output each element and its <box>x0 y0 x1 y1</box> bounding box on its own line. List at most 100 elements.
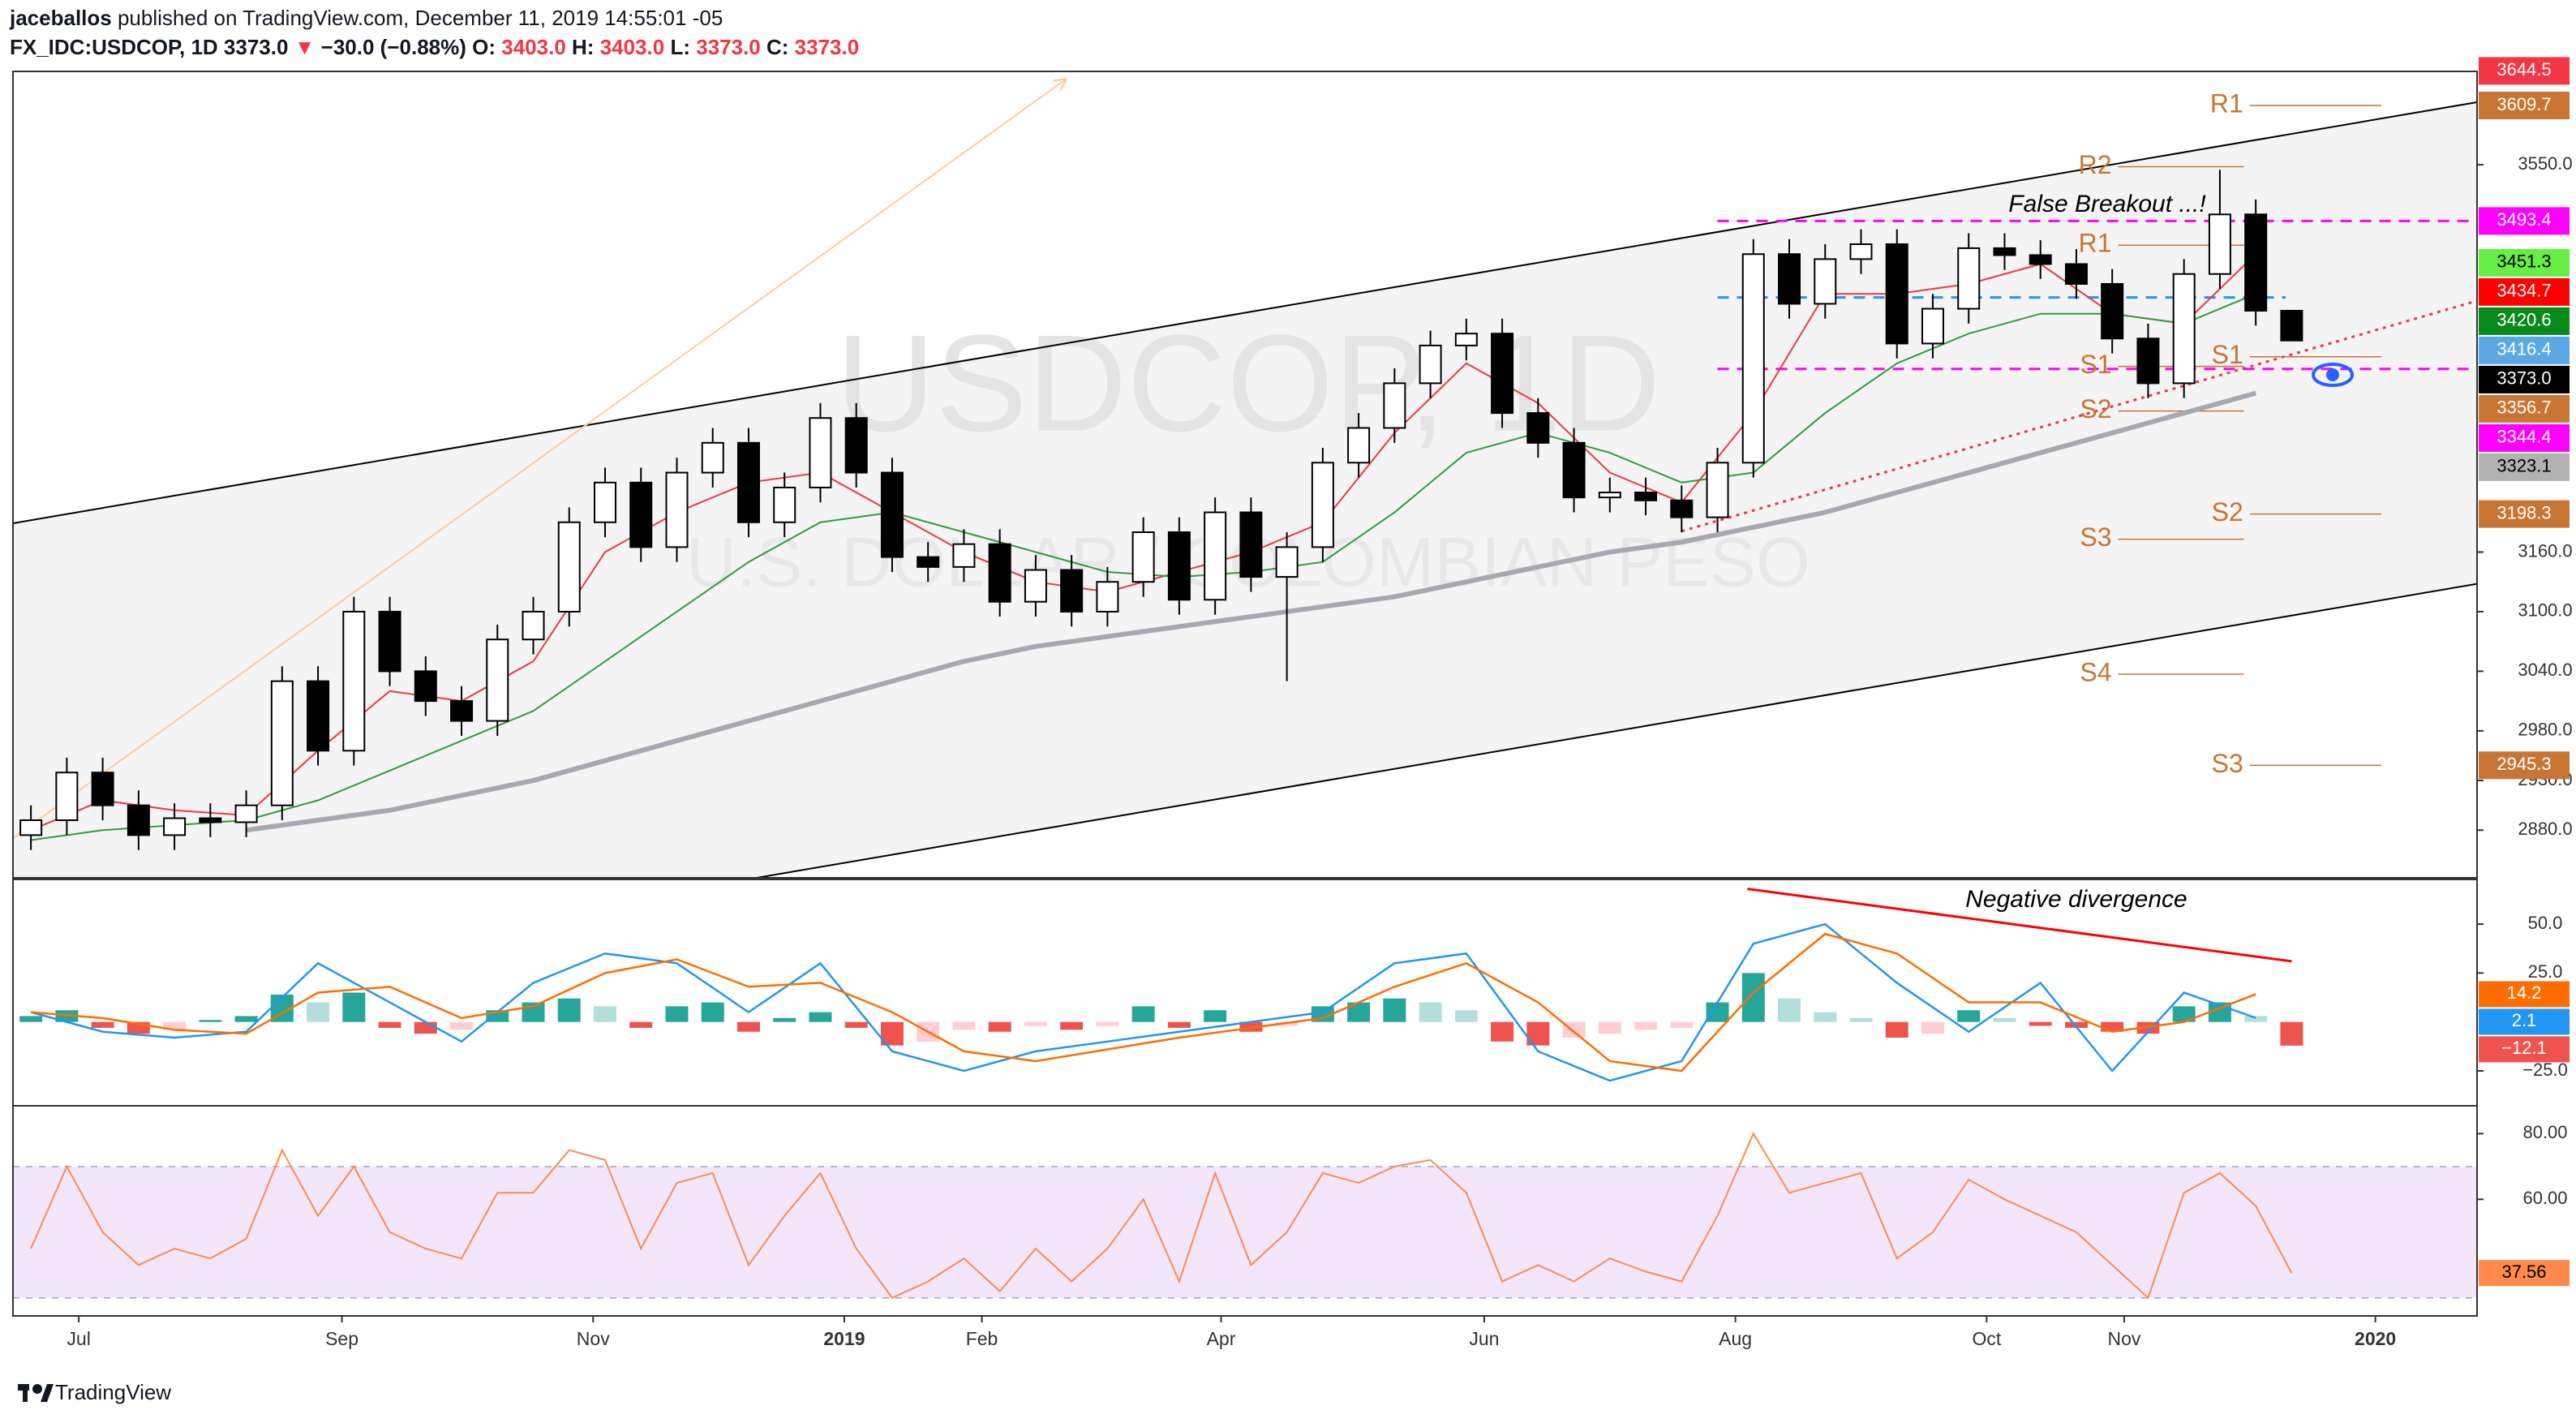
macd-histogram-bar <box>234 1016 258 1022</box>
price-label: 3373.0 <box>2497 368 2551 389</box>
candle-body <box>2101 282 2124 340</box>
macd-histogram-bar <box>1706 1002 1729 1022</box>
moving-average <box>246 390 2256 833</box>
candle-body <box>1454 333 1478 346</box>
candle-body <box>1778 253 1801 305</box>
macd-histogram-bar <box>2029 1021 2052 1026</box>
pivot-label: R1 <box>2210 88 2243 118</box>
rsi-pane <box>13 1132 2477 1300</box>
price-label: 3420.6 <box>2497 310 2551 330</box>
pivot-label: S2 <box>2080 394 2111 423</box>
trend-line <box>13 101 2477 524</box>
price-label: 3323.1 <box>2497 456 2551 476</box>
macd-histogram-bar <box>342 992 366 1022</box>
eye-icon <box>2312 363 2354 387</box>
macd-histogram-bar <box>773 1017 796 1022</box>
macd-histogram-bar <box>629 1021 653 1028</box>
candle-body <box>1526 412 1550 444</box>
macd-histogram-bar <box>1921 1021 1944 1034</box>
macd-histogram-bar <box>1131 1006 1155 1022</box>
price-label: 3416.4 <box>2497 339 2551 359</box>
macd-histogram-bar <box>414 1021 437 1034</box>
divergence-label: Negative divergence <box>1965 886 2187 913</box>
x-tick-label: 2019 <box>823 1328 865 1349</box>
macd-histogram-bar <box>1167 1021 1191 1028</box>
candle-body <box>701 441 724 474</box>
macd-histogram-bar <box>378 1021 401 1028</box>
candle-body <box>2064 263 2088 285</box>
macd-histogram-bar <box>19 1016 43 1022</box>
macd-histogram-bar <box>1634 1021 1658 1030</box>
candle-body <box>1562 441 1586 499</box>
price-label-box <box>2479 91 2570 119</box>
candle-body <box>1131 531 1155 583</box>
macd-histogram-bar <box>594 1006 617 1022</box>
candle-body <box>2244 213 2268 312</box>
pivot-label: R2 <box>2079 150 2112 179</box>
price-label-box <box>2479 751 2570 780</box>
annotation: False Breakout ...! <box>2008 191 2206 217</box>
macd-label: −12.1 <box>2501 1038 2547 1058</box>
price-label: 3493.4 <box>2497 209 2551 230</box>
y-tick-label: 3550.0 <box>2518 153 2572 174</box>
price-label-box <box>2479 57 2570 85</box>
price-label-box <box>2479 365 2570 393</box>
candle-body <box>522 610 545 641</box>
rsi-line <box>30 1132 2293 1300</box>
x-tick-label: Nov <box>2107 1328 2140 1349</box>
quote-part: 3373.0 <box>795 35 860 59</box>
macd-histogram-bar <box>1993 1017 2016 1022</box>
candle-body <box>1634 492 1658 501</box>
macd-y-tick-label: 25.0 <box>2528 961 2563 982</box>
candle-body <box>2136 337 2160 385</box>
quote-part: 3373.0 <box>696 35 761 59</box>
macd-histogram-bar <box>2244 1016 2268 1022</box>
macd-histogram-bar <box>1096 1021 1119 1026</box>
quote-part: 3403.0 <box>600 35 665 59</box>
macd-histogram-bar <box>952 1021 976 1030</box>
quote-part: H: <box>572 35 594 59</box>
candle-body <box>127 804 150 836</box>
price-label: 2945.3 <box>2497 754 2551 774</box>
macd-label-box <box>2479 1008 2570 1035</box>
macd-y-tick-label: −25.0 <box>2522 1060 2568 1080</box>
macd-histogram-bar <box>1060 1021 1084 1030</box>
macd-histogram-bar <box>844 1021 868 1028</box>
axes: 3550.03160.03100.03040.02980.02930.02880… <box>67 57 2573 1349</box>
footer-brand: TradingView <box>55 1380 171 1404</box>
candle-body <box>307 680 330 752</box>
macd-histogram-bar <box>988 1021 1011 1032</box>
trend-line <box>13 80 1066 839</box>
candle-body <box>91 772 114 806</box>
candle-body <box>773 486 796 523</box>
candle-body <box>1060 569 1084 613</box>
trend-line <box>752 583 2477 878</box>
candle-body <box>1885 243 1908 345</box>
price-label-box <box>2479 207 2570 235</box>
x-tick-label: Jun <box>1469 1328 1499 1349</box>
price-label-box <box>2479 336 2570 364</box>
candle-body <box>234 804 258 823</box>
macd-histogram-bar <box>1598 1021 1621 1034</box>
macd-histogram-bar <box>809 1012 832 1022</box>
quote-part: 3373.0 <box>224 35 289 59</box>
pivot-label: R1 <box>2079 229 2112 258</box>
candle-body <box>1993 247 2016 256</box>
candle-body <box>1311 462 1334 548</box>
x-tick-label: Sep <box>325 1328 358 1349</box>
candle-body <box>2208 213 2231 275</box>
candle-body <box>2280 310 2303 342</box>
candle-body <box>342 610 366 752</box>
candle-body <box>1024 569 1047 603</box>
macd-line <box>30 922 2256 1082</box>
x-tick-label: Feb <box>966 1328 998 1349</box>
quote-part: L: <box>670 35 690 59</box>
candle-body <box>1957 247 1981 310</box>
candle-body <box>450 700 474 722</box>
rsi-band <box>13 1166 2477 1298</box>
candle-body <box>809 417 832 488</box>
author: jaceballos <box>9 6 112 30</box>
candle-body <box>880 471 904 558</box>
